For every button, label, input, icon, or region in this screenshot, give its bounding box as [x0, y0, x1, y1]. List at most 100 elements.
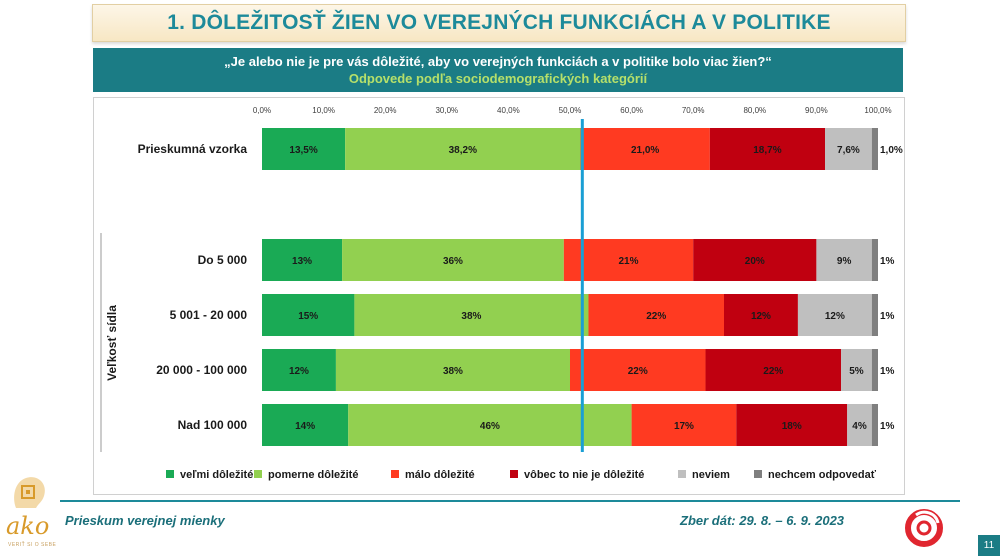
x-tick-label: 60,0% [620, 106, 643, 115]
group-axis-label: Veľkosť sídla [105, 305, 119, 381]
data-label: 20% [745, 256, 765, 267]
bar-segment [342, 239, 564, 281]
legend-label: neviem [692, 469, 730, 481]
legend-swatch [254, 470, 262, 478]
bar-segment [262, 128, 346, 170]
bar-segment [841, 349, 872, 391]
data-label: 13,5% [289, 145, 317, 156]
x-tick-label: 50,0% [559, 106, 582, 115]
category-label: 20 000 - 100 000 [156, 363, 247, 377]
ako-head-icon [14, 477, 45, 508]
category-label: 5 001 - 20 000 [170, 308, 248, 322]
bar-segment [335, 349, 570, 391]
page-title: 1. DÔLEŽITOSŤ ŽIEN VO VEREJNÝCH FUNKCIÁC… [167, 11, 831, 34]
category-label: Prieskumná vzorka [138, 142, 248, 156]
bar-segment [262, 404, 349, 446]
ako-logo-text: ako [6, 512, 50, 540]
bar-segment [871, 239, 878, 281]
data-label: 12% [751, 311, 771, 322]
legend-swatch [510, 470, 518, 478]
bar-segment [345, 128, 581, 170]
x-tick-label: 30,0% [435, 106, 458, 115]
legend-label: nechcem odpovedať [768, 469, 877, 481]
page-number: 11 [978, 535, 1000, 556]
question-text: „Je alebo nie je pre vás dôležité, aby v… [224, 54, 772, 69]
ako-logo: ako VERIŤ SI O SEBE [6, 472, 56, 552]
bar-segment [580, 128, 710, 170]
bar-segment [709, 128, 826, 170]
bar-segment [693, 239, 817, 281]
data-label: 1% [880, 366, 895, 377]
legend-label: málo dôležité [405, 469, 475, 481]
ako-logo-tagline: VERIŤ SI O SEBE [8, 542, 57, 548]
x-tick-label: 100,0% [864, 106, 891, 115]
legend-label: vôbec to nie je dôležité [524, 469, 644, 481]
data-label: 12% [825, 311, 845, 322]
footer-divider [60, 500, 960, 502]
x-tick-label: 10,0% [312, 106, 335, 115]
bar-segment [847, 404, 872, 446]
data-label: 4% [852, 421, 867, 432]
brand-ring-icon [905, 509, 943, 547]
bar-segment [871, 349, 878, 391]
x-tick-label: 20,0% [374, 106, 397, 115]
bar-segment [354, 294, 589, 336]
data-label: 1% [880, 421, 895, 432]
bar-segment [724, 294, 798, 336]
category-label: Nad 100 000 [178, 418, 248, 432]
data-label: 38% [461, 311, 481, 322]
bar-segment [631, 404, 737, 446]
legend-swatch [678, 470, 686, 478]
bar-segment [871, 128, 878, 170]
title-banner: 1. DÔLEŽITOSŤ ŽIEN VO VEREJNÝCH FUNKCIÁC… [92, 4, 906, 42]
data-label: 13% [292, 256, 312, 267]
stacked-bar-chart: 0,0% 10,0% 20,0% 30,0% 40,0% 50,0% 60,0% 70,0% 8… [100, 106, 903, 481]
data-label: 22% [646, 311, 666, 322]
data-label: 1% [880, 311, 895, 322]
x-tick-label: 90,0% [805, 106, 828, 115]
bar-segment [816, 239, 872, 281]
bar-segment [871, 294, 878, 336]
bar-segment [563, 239, 694, 281]
bar-segment [797, 294, 872, 336]
footer-survey-label: Prieskum verejnej mienky [65, 513, 225, 528]
bar-segment [825, 128, 872, 170]
bar-segment [262, 239, 343, 281]
question-banner: „Je alebo nie je pre vás dôležité, aby v… [93, 48, 903, 92]
data-label: 7,6% [837, 145, 860, 156]
data-label: 14% [295, 421, 315, 432]
data-label: 15% [298, 311, 318, 322]
data-label: 18% [782, 421, 802, 432]
legend-label: pomerne dôležité [268, 469, 358, 481]
data-label: 12% [289, 366, 309, 377]
data-label: 22% [628, 366, 648, 377]
bar-segment [705, 349, 842, 391]
data-label: 21% [619, 256, 639, 267]
data-label: 17% [674, 421, 694, 432]
data-label: 18,7% [753, 145, 781, 156]
data-label: 46% [480, 421, 500, 432]
data-label: 1% [880, 256, 895, 267]
footer-date-range: Zber dát: 29. 8. – 6. 9. 2023 [680, 513, 845, 528]
legend-label: veľmi dôležité [180, 469, 253, 481]
data-label: 38% [443, 366, 463, 377]
bar-segment [348, 404, 632, 446]
data-label: 1,0% [880, 145, 903, 156]
data-label: 21,0% [631, 145, 659, 156]
legend-swatch [391, 470, 399, 478]
x-tick-label: 0,0% [253, 106, 271, 115]
bar-segment [736, 404, 848, 446]
bar-segment [871, 404, 878, 446]
category-label: Do 5 000 [198, 253, 248, 267]
bar-segment [262, 294, 355, 336]
legend-swatch [754, 470, 762, 478]
data-label: 22% [763, 366, 783, 377]
data-label: 36% [443, 256, 463, 267]
data-label: 38,2% [449, 145, 477, 156]
legend-swatch [166, 470, 174, 478]
x-tick-label: 80,0% [743, 106, 766, 115]
question-subtitle: Odpovede podľa sociodemografických kateg… [348, 71, 648, 86]
x-tick-label: 40,0% [497, 106, 520, 115]
x-tick-label: 70,0% [682, 106, 705, 115]
bar-segment [588, 294, 724, 336]
